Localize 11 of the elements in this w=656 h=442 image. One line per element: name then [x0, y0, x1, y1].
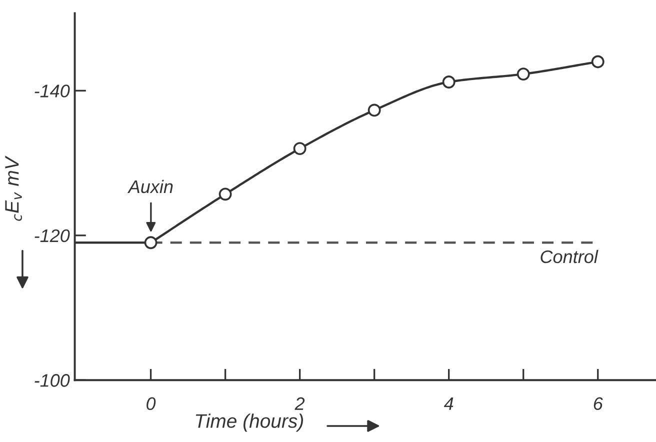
annotation: Auxin [127, 180, 173, 194]
y-axis-title: $_{c}$E$_{v}$ mV [5, 156, 22, 221]
x-axis-title: Time (hours) [196, 414, 304, 432]
x-tick-label: 6 [594, 397, 603, 410]
x-tick-label: 4 [444, 397, 454, 410]
x-tick-label: 0 [146, 397, 156, 410]
x-tick-label: 2 [294, 397, 305, 410]
y-tick-label: -100 [34, 374, 70, 387]
annotation: Control [540, 250, 598, 264]
y-tick-label: -120 [34, 229, 70, 242]
y-tick-label: -140 [34, 84, 70, 98]
